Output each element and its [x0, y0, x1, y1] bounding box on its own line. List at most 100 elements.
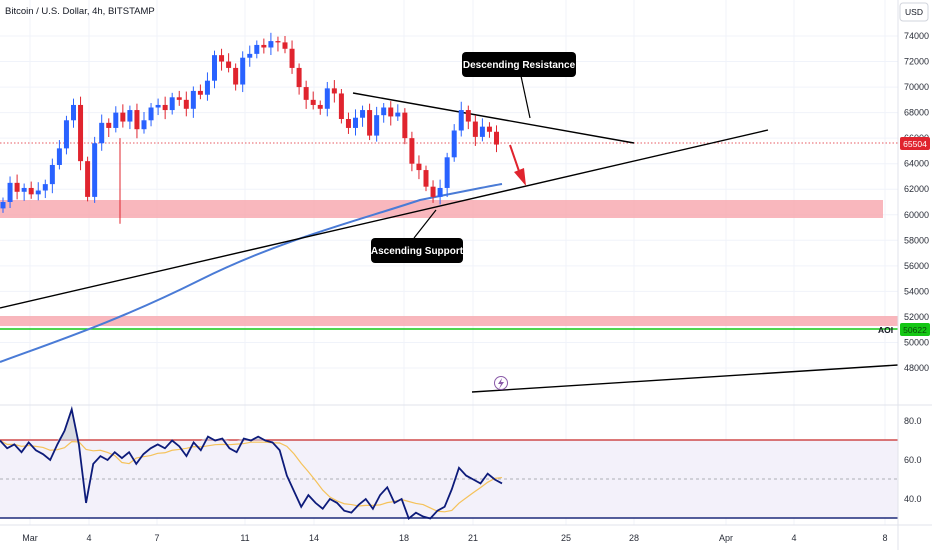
candle-body: [134, 110, 140, 130]
candle-body: [190, 90, 196, 109]
candle-body: [226, 61, 232, 68]
lightning-icon[interactable]: [494, 376, 508, 390]
candle-body: [92, 143, 98, 197]
candle-body: [7, 182, 13, 202]
candle-body: [56, 148, 62, 165]
candle-body: [113, 112, 119, 128]
candle-body: [437, 187, 443, 197]
price-tick: 70000: [904, 82, 929, 92]
descending-resistance-line: [352, 92, 635, 144]
candlestick-series: [0, 32, 499, 224]
candle-body: [261, 44, 267, 48]
candle-body: [254, 44, 260, 54]
descending-resistance-label: Descending Resistance: [463, 60, 576, 71]
candle-body: [289, 48, 295, 68]
candle-body: [21, 187, 27, 192]
aoi-price-badge: 50622: [900, 323, 930, 336]
candle-body: [494, 131, 499, 145]
down-arrow: [509, 144, 526, 186]
rsi-tick: 40.0: [904, 494, 922, 504]
candle-body: [409, 138, 415, 164]
aoi-label: AOI: [878, 325, 893, 335]
rsi-tick: 80.0: [904, 416, 922, 426]
candle-body: [233, 67, 239, 85]
price-tick: 52000: [904, 312, 929, 322]
candle-body: [444, 157, 450, 188]
candle-body: [219, 55, 225, 62]
candle-body: [479, 126, 485, 137]
candle-body: [169, 97, 175, 111]
candle-body: [458, 110, 464, 131]
rsi-band: [0, 440, 898, 518]
candle-body: [296, 67, 302, 88]
aoi-zone: [0, 316, 898, 326]
rsi-signal-line: [0, 439, 503, 513]
support-zone: [0, 200, 883, 218]
candle-body: [49, 164, 55, 185]
candle-body: [162, 104, 168, 111]
candle-body: [204, 80, 210, 95]
rsi-axis: 80.0 60.0 40.0: [904, 416, 922, 504]
candle-body: [106, 122, 112, 128]
price-tick: 72000: [904, 57, 929, 67]
time-tick: 4: [86, 533, 91, 543]
ascending-support-label: Ascending Support: [371, 246, 464, 257]
time-tick: 8: [882, 533, 887, 543]
candle-body: [430, 186, 436, 197]
candle-body: [353, 117, 358, 128]
candle-body: [338, 93, 344, 119]
candle-body: [345, 119, 351, 128]
candle-body: [268, 41, 274, 48]
aoi-price-label: 50622: [903, 325, 927, 335]
time-tick: 4: [791, 533, 796, 543]
candle-body: [367, 110, 373, 136]
currency-label: USD: [905, 7, 923, 17]
candle-body: [240, 57, 246, 85]
candle-body: [197, 90, 203, 95]
candle-body: [451, 130, 457, 158]
candle-body: [120, 112, 126, 122]
candle-body: [14, 182, 20, 192]
candle-body: [42, 184, 48, 191]
price-tick: 74000: [904, 31, 929, 41]
time-axis: Mar 4 7 11 14 18 21 25 28 Apr 4 8: [22, 533, 887, 543]
time-tick: 14: [309, 533, 319, 543]
time-tick: Mar: [22, 533, 38, 543]
ascending-support-line: [0, 129, 769, 309]
descending-resistance-callout: Descending Resistance: [462, 52, 576, 119]
time-tick: Apr: [719, 533, 733, 543]
candle-body: [310, 99, 316, 105]
candle-body: [28, 187, 34, 195]
currency-button[interactable]: USD: [899, 2, 929, 22]
price-tick: 54000: [904, 286, 929, 296]
candle-body: [331, 88, 337, 94]
candle-body: [303, 87, 309, 100]
candle-body: [63, 120, 69, 149]
candle-body: [0, 202, 6, 209]
candle-body: [35, 190, 41, 195]
rsi-line: [0, 405, 503, 520]
price-tick: 56000: [904, 261, 929, 271]
candle-body: [282, 42, 288, 49]
candle-body: [374, 115, 380, 136]
candle-body: [127, 110, 133, 122]
time-tick: 11: [240, 533, 249, 543]
price-tick: 60000: [904, 210, 929, 220]
candle-body: [176, 97, 182, 100]
time-tick: 28: [629, 533, 639, 543]
candle-body: [71, 104, 76, 121]
candle-body: [85, 161, 91, 197]
candle-body: [402, 112, 408, 139]
time-tick: 18: [399, 533, 409, 543]
time-tick: 25: [561, 533, 571, 543]
candle-body: [465, 110, 471, 122]
candle-body: [212, 55, 217, 81]
candle-body: [360, 110, 366, 118]
candle-body: [148, 107, 154, 121]
rsi-tick: 60.0: [904, 455, 922, 465]
chart-title: Bitcoin / U.S. Dollar, 4h, BITSTAMP: [5, 6, 155, 17]
price-tick: 64000: [904, 159, 929, 169]
time-tick: 21: [468, 533, 478, 543]
candle-body: [395, 112, 401, 117]
lower-trend-line: [471, 364, 899, 393]
